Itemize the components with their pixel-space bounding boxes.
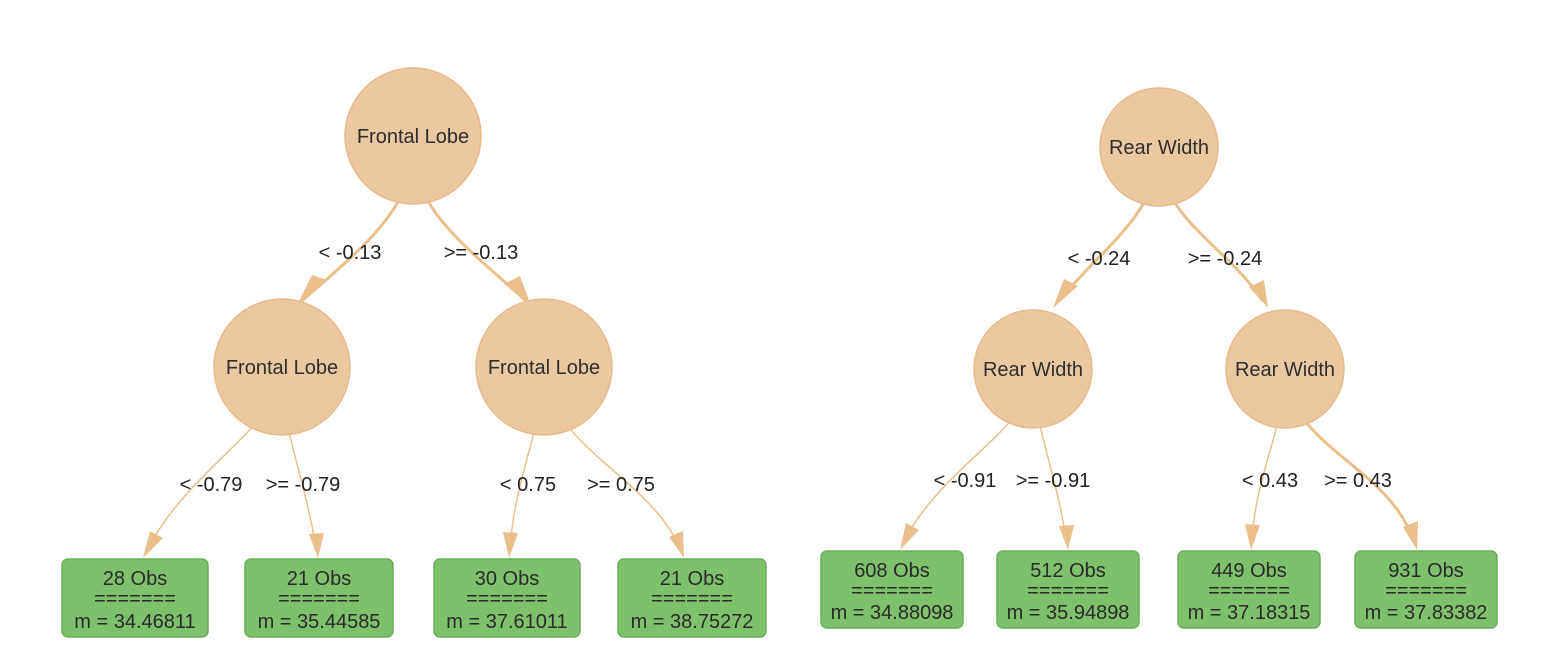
tree-frontal-lobe: Frontal Lobe < -0.13 >= -0.13 Frontal Lo… <box>61 67 767 638</box>
leaf-separator: ======= <box>94 588 176 610</box>
leaf-obs: 512 Obs <box>1030 560 1106 582</box>
node-label: Frontal Lobe <box>226 357 338 379</box>
leaf-node: 30 Obs ======= m = 37.61011 <box>433 558 581 638</box>
edge-label: >= -0.91 <box>1016 470 1091 492</box>
leaf-node: 512 Obs ======= m = 35.94898 <box>996 550 1140 629</box>
edge-label: < 0.75 <box>500 474 556 496</box>
leaf-node: 608 Obs ======= m = 34.88098 <box>820 550 964 629</box>
leaf-separator: ======= <box>1027 580 1109 602</box>
edge-label: >= 0.75 <box>587 474 655 496</box>
edge-label-left: < -0.13 <box>319 242 382 264</box>
split-node-rear-width-left: Rear Width <box>973 309 1093 429</box>
node-label: Frontal Lobe <box>357 126 469 148</box>
edge-label: < -0.79 <box>180 474 243 496</box>
leaf-mean: m = 37.83382 <box>1365 602 1488 624</box>
leaf-mean: m = 34.46811 <box>74 611 195 633</box>
leaf-obs: 21 Obs <box>660 568 724 590</box>
leaf-mean: m = 35.94898 <box>1007 602 1130 624</box>
leaf-mean: m = 37.18315 <box>1188 602 1311 624</box>
leaf-separator: ======= <box>1385 580 1467 602</box>
leaf-obs: 28 Obs <box>103 568 167 590</box>
leaf-node: 21 Obs ======= m = 35.44585 <box>244 558 394 638</box>
leaf-node: 21 Obs ======= m = 38.75272 <box>617 558 767 638</box>
leaf-mean: m = 35.44585 <box>258 611 381 633</box>
split-node-rear-width-right: Rear Width <box>1225 309 1345 429</box>
split-node-frontal-lobe-left: Frontal Lobe <box>213 298 351 436</box>
leaf-obs: 21 Obs <box>287 568 351 590</box>
leaf-node: 28 Obs ======= m = 34.46811 <box>61 558 209 638</box>
split-node-root-frontal-lobe: Frontal Lobe <box>344 67 482 205</box>
node-label: Rear Width <box>1109 137 1209 159</box>
tree-rear-width: Rear Width < -0.24 >= -0.24 Rear Width R… <box>820 87 1498 629</box>
leaf-mean: m = 34.88098 <box>831 602 954 624</box>
node-label: Rear Width <box>983 359 1083 381</box>
leaf-node: 449 Obs ======= m = 37.18315 <box>1177 550 1321 629</box>
node-label: Frontal Lobe <box>488 357 600 379</box>
edge-label: < 0.43 <box>1242 470 1298 492</box>
leaf-separator: ======= <box>466 588 548 610</box>
leaf-obs: 931 Obs <box>1388 560 1464 582</box>
edge-label: >= -0.79 <box>266 474 341 496</box>
edge-label: < -0.91 <box>934 470 997 492</box>
edge-label-right: >= -0.24 <box>1188 248 1263 270</box>
leaf-mean: m = 38.75272 <box>631 611 754 633</box>
leaf-mean: m = 37.61011 <box>446 611 567 633</box>
split-node-frontal-lobe-right: Frontal Lobe <box>475 298 613 436</box>
leaf-separator: ======= <box>651 588 733 610</box>
leaf-obs: 608 Obs <box>854 560 930 582</box>
split-node-root-rear-width: Rear Width <box>1099 87 1219 207</box>
edge-label-left: < -0.24 <box>1068 248 1131 270</box>
leaf-obs: 30 Obs <box>475 568 539 590</box>
leaf-separator: ======= <box>278 588 360 610</box>
leaf-separator: ======= <box>1208 580 1290 602</box>
leaf-obs: 449 Obs <box>1211 560 1287 582</box>
edge-label: >= 0.43 <box>1324 470 1392 492</box>
node-label: Rear Width <box>1235 359 1335 381</box>
leaf-separator: ======= <box>851 580 933 602</box>
leaf-node: 931 Obs ======= m = 37.83382 <box>1354 550 1498 629</box>
edge-label-right: >= -0.13 <box>444 242 519 264</box>
